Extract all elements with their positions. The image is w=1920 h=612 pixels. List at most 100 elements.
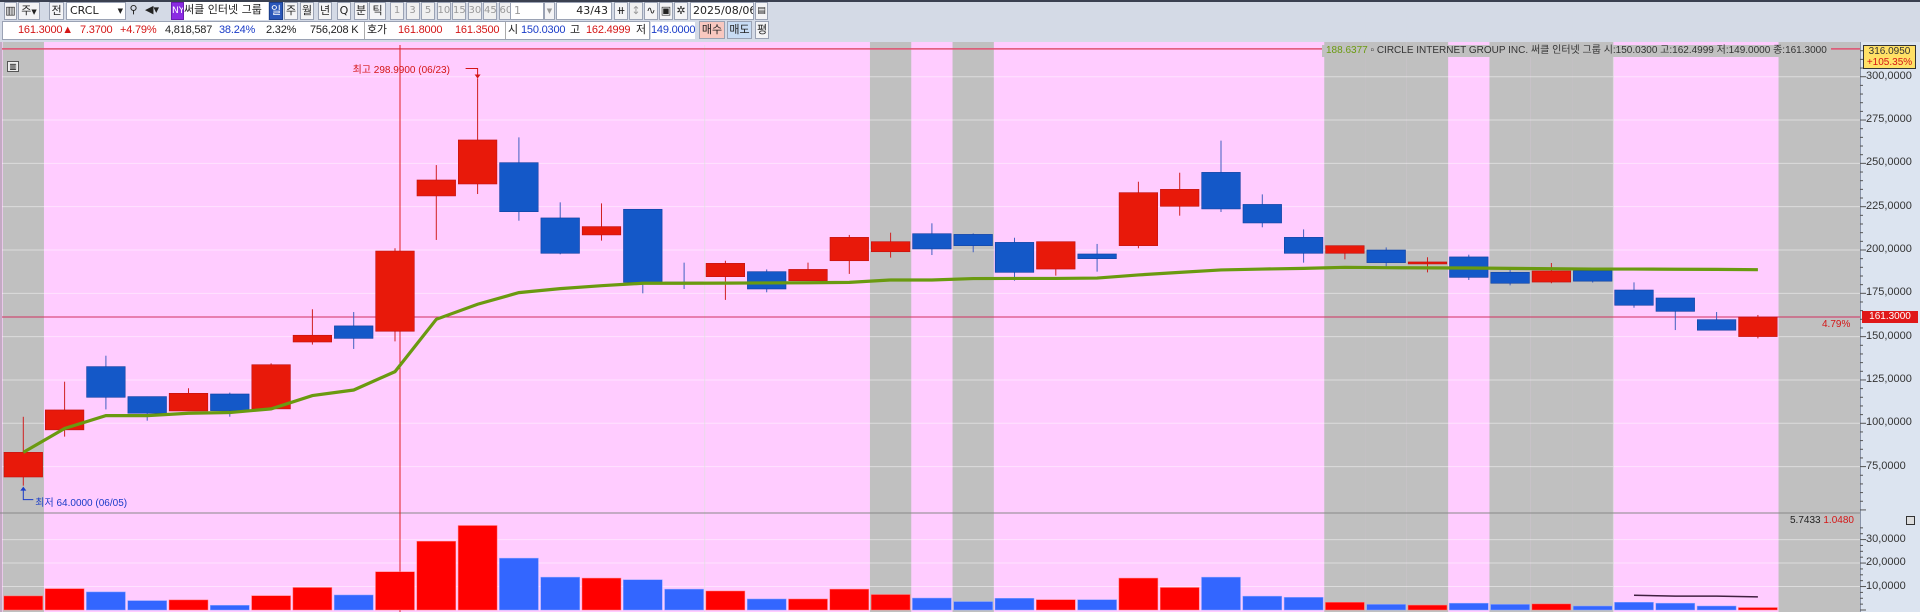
interval-button[interactable]: 45 bbox=[483, 2, 497, 20]
hoga-label: 호가 bbox=[364, 22, 387, 39]
chart-layout-icon[interactable]: ▥ bbox=[7, 61, 19, 72]
candle bbox=[1573, 270, 1613, 283]
candle-body bbox=[292, 334, 333, 343]
volume-tick-label: 10,0000 bbox=[1866, 579, 1906, 592]
volume-bar bbox=[375, 571, 415, 611]
shaded-band bbox=[952, 42, 994, 612]
volume-bar bbox=[168, 599, 209, 611]
y-tick-label: 125,0000 bbox=[1866, 372, 1912, 385]
count-input[interactable]: 43/43 bbox=[556, 2, 612, 20]
period-tab[interactable]: 분 bbox=[354, 2, 368, 20]
candle-body bbox=[1325, 245, 1365, 254]
candle-body bbox=[499, 162, 539, 212]
candle-body bbox=[953, 234, 993, 246]
save-icon[interactable]: ▣ bbox=[659, 2, 673, 20]
candle bbox=[292, 309, 333, 345]
search-icon[interactable]: ⚲ bbox=[129, 3, 138, 16]
volume-pane-close-icon[interactable] bbox=[1906, 516, 1915, 525]
candle bbox=[127, 396, 167, 421]
low-annotation: 최저 64.0000 (06/05) bbox=[35, 497, 128, 509]
candle-body bbox=[1036, 241, 1076, 270]
period-tab[interactable]: 월 bbox=[300, 2, 314, 20]
chevron-down-icon[interactable]: ▼ bbox=[117, 7, 123, 15]
candle-body bbox=[870, 241, 911, 253]
interval-button[interactable]: 30 bbox=[467, 2, 482, 20]
market-dropdown[interactable]: 주▼ bbox=[18, 2, 40, 20]
candle bbox=[788, 262, 828, 281]
speaker-icon[interactable]: ◀▾ bbox=[145, 3, 159, 16]
market-dropdown-label: 주 bbox=[21, 4, 32, 17]
candle bbox=[623, 208, 663, 294]
candle bbox=[664, 262, 704, 289]
symbol-input[interactable]: CRCL ▼ bbox=[66, 2, 126, 20]
high-arrow-head-icon bbox=[474, 74, 481, 79]
calendar-icon[interactable]: ▤ bbox=[755, 2, 768, 20]
volume-bar bbox=[1077, 599, 1117, 611]
candle bbox=[1201, 140, 1241, 213]
interval-button[interactable]: 10 bbox=[436, 2, 451, 20]
interval-button[interactable]: 3 bbox=[405, 2, 420, 20]
volume-ma-line bbox=[1633, 594, 1758, 598]
all-button[interactable]: 전 bbox=[49, 2, 64, 20]
candle-body bbox=[251, 364, 291, 410]
buy-button[interactable]: 매수 bbox=[699, 21, 725, 39]
high-annotation: 최고 298.9900 (06/23) bbox=[352, 65, 450, 77]
high-arrow bbox=[465, 67, 479, 76]
interval-button[interactable]: 15 bbox=[452, 2, 466, 20]
volume-bar bbox=[664, 588, 704, 611]
volume-last-value: 1.0480 bbox=[1823, 515, 1854, 526]
period-tab[interactable]: 년 bbox=[318, 2, 332, 20]
layout-icon[interactable]: ▥ bbox=[4, 2, 17, 20]
period-tab[interactable]: 주 bbox=[284, 2, 298, 20]
avg-button[interactable]: 평 bbox=[755, 21, 769, 39]
current-price-label: 161.3000 bbox=[1862, 311, 1918, 324]
volume-bar bbox=[1614, 602, 1654, 611]
candle-body bbox=[788, 269, 828, 281]
volume-bar bbox=[1696, 605, 1737, 611]
add-indicator-icon[interactable]: ∿ bbox=[644, 2, 658, 20]
grid-toggle-icon[interactable]: ⧺ bbox=[614, 2, 628, 20]
interval-button[interactable]: 1 bbox=[390, 2, 404, 20]
candle-body bbox=[457, 139, 498, 185]
volume-bar bbox=[1655, 602, 1696, 611]
candle-body bbox=[86, 366, 126, 398]
chart-legend: 188.6377 ▫ CIRCLE INTERNET GROUP INC. 써클… bbox=[1322, 45, 1831, 57]
interval-input[interactable]: 1 bbox=[510, 2, 544, 20]
date-input[interactable]: 2025/08/06 bbox=[690, 2, 754, 20]
volume-ma-value: 5.7433 bbox=[1790, 515, 1821, 526]
candle-body bbox=[416, 179, 456, 197]
chevron-down-icon[interactable]: ▼ bbox=[544, 2, 555, 20]
ma-value: 188.6377 bbox=[1326, 45, 1368, 56]
y-tick-label: 275,0000 bbox=[1866, 113, 1912, 126]
candle bbox=[1531, 262, 1571, 284]
volume-bar bbox=[457, 525, 498, 611]
arrow-icon[interactable]: ↕ bbox=[629, 2, 643, 20]
candle-body bbox=[1655, 297, 1695, 312]
y-tick-label: 175,0000 bbox=[1866, 286, 1912, 299]
legend-ohlc: 시:150.0300 고:162.4999 저:149.0000 종:161.3… bbox=[1603, 45, 1827, 56]
period-tab[interactable]: 틱 bbox=[369, 2, 386, 20]
max-price-label: 316.0950 +105.35% bbox=[1863, 45, 1916, 69]
sell-button[interactable]: 매도 bbox=[727, 21, 752, 39]
candle-body bbox=[1242, 204, 1282, 224]
price-axis[interactable] bbox=[1860, 42, 1920, 612]
legend-company: CIRCLE INTERNET GROUP INC. bbox=[1376, 45, 1529, 56]
volume-bar bbox=[1242, 595, 1283, 611]
candle-body bbox=[334, 325, 374, 339]
volume-bar bbox=[1118, 577, 1159, 611]
volume-bar bbox=[994, 598, 1035, 611]
interval-button[interactable]: 5 bbox=[421, 2, 435, 20]
candle bbox=[86, 355, 126, 410]
candle-body bbox=[127, 396, 167, 414]
gear-icon[interactable]: ✲ bbox=[674, 2, 688, 20]
exchange-badge: NY bbox=[171, 2, 184, 20]
volume-bar bbox=[829, 588, 870, 611]
period-tab[interactable]: 일 bbox=[269, 2, 283, 20]
shaded-band bbox=[2, 42, 44, 612]
candle-body bbox=[1407, 261, 1448, 265]
candle bbox=[1614, 282, 1654, 308]
volume-legend: 5.7433 1.0480 bbox=[1790, 515, 1854, 526]
period-tab[interactable]: Q bbox=[337, 2, 351, 20]
candle bbox=[1697, 312, 1737, 331]
